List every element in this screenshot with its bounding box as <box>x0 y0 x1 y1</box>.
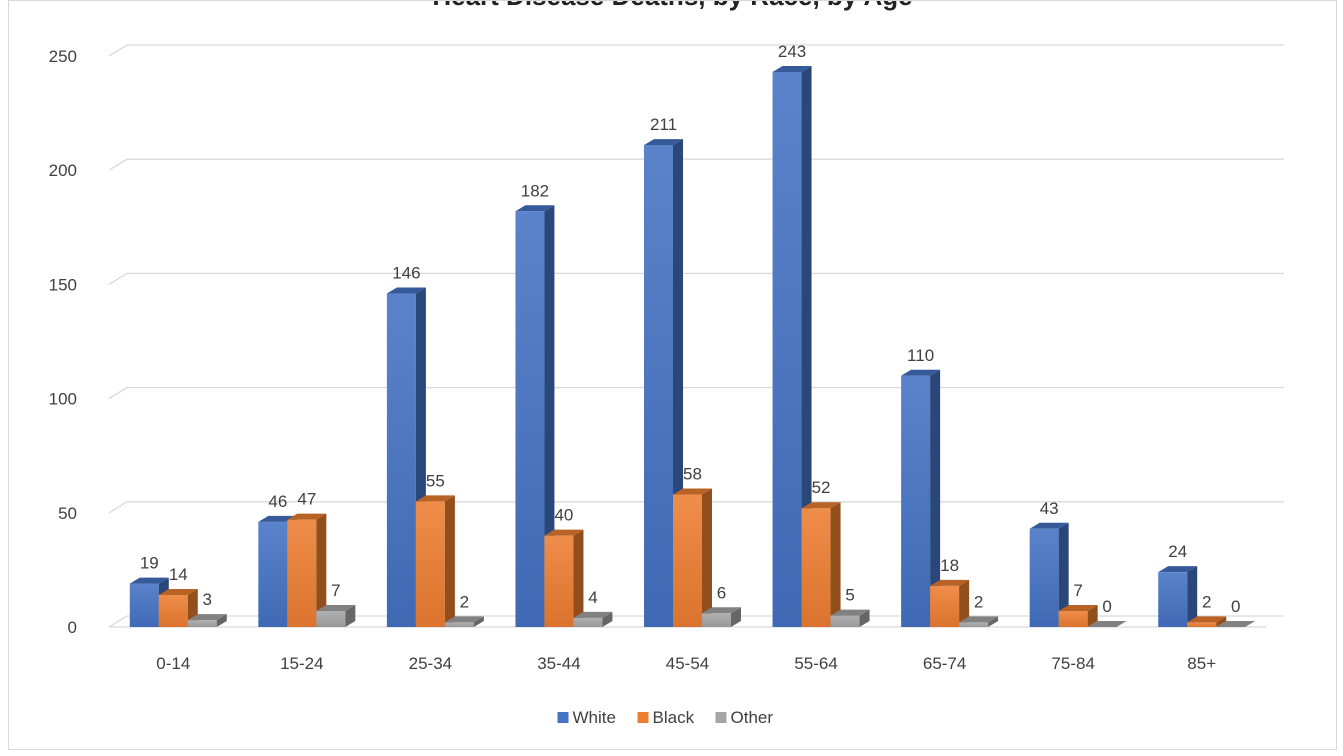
data-label: 146 <box>392 264 420 283</box>
data-label: 58 <box>683 465 702 484</box>
bar-black-55-64 <box>801 502 841 627</box>
data-label: 182 <box>521 181 549 200</box>
data-label: 55 <box>426 471 445 490</box>
legend-label: Black <box>653 708 695 727</box>
gridline <box>108 272 1284 285</box>
bar-white-35-44 <box>515 205 555 627</box>
data-label: 24 <box>1168 542 1187 561</box>
legend-swatch <box>637 712 649 723</box>
bar-black-65-74 <box>930 579 970 627</box>
bars <box>129 65 1256 628</box>
data-label: 211 <box>650 115 677 134</box>
data-label: 14 <box>169 565 188 584</box>
bar-other-25-34 <box>444 616 484 627</box>
data-label: 46 <box>268 492 287 511</box>
legend-label: White <box>573 708 616 727</box>
bar-white-85+ <box>1158 566 1198 627</box>
data-label: 19 <box>140 554 159 573</box>
y-tick-label: 0 <box>68 618 77 637</box>
y-tick-label: 150 <box>49 275 77 294</box>
data-label: 3 <box>203 590 212 609</box>
chart-title: Heart Disease Deaths, by Race, by Age <box>9 1 1336 12</box>
x-tick-label: 35-44 <box>537 654 580 673</box>
x-tick-label: 55-64 <box>794 654 837 673</box>
chart-frame: Heart Disease Deaths, by Race, by Age 0 5… <box>8 0 1337 750</box>
x-axis-ticks: 0-14 15-24 25-34 35-44 45-54 55-64 65-74 75-84 8… <box>156 654 1216 673</box>
bar-other-85+ <box>1216 621 1256 627</box>
data-label: 6 <box>717 583 726 602</box>
y-axis-ticks: 0 50 100 150 200 250 <box>49 47 77 637</box>
bar-other-35-44 <box>573 611 613 627</box>
legend-item-white: White <box>557 708 616 727</box>
data-label: 5 <box>845 586 854 605</box>
x-tick-label: 65-74 <box>923 654 966 673</box>
x-tick-label: 45-54 <box>666 654 709 673</box>
legend: White Black Other <box>557 708 774 727</box>
data-label: 52 <box>812 478 831 497</box>
bar-other-65-74 <box>959 616 999 627</box>
bar-other-45-54 <box>702 607 741 627</box>
bar-other-0-14 <box>187 614 227 627</box>
gridline <box>108 44 1284 57</box>
bar-black-45-54 <box>673 488 712 627</box>
data-label: 7 <box>331 581 340 600</box>
gridline <box>108 386 1284 400</box>
bar-black-75-84 <box>1058 605 1098 627</box>
y-tick-label: 200 <box>49 161 77 180</box>
legend-label: Other <box>731 708 774 727</box>
data-label: 47 <box>297 490 316 509</box>
legend-item-other: Other <box>715 708 774 727</box>
data-label: 0 <box>1102 597 1111 616</box>
data-label: 4 <box>588 588 597 607</box>
data-label: 110 <box>907 346 934 365</box>
data-label: 2 <box>1202 592 1211 611</box>
legend-swatch <box>557 712 569 723</box>
x-tick-label: 85+ <box>1187 654 1216 673</box>
bar-black-15-24 <box>287 513 327 627</box>
bar-black-25-34 <box>415 495 455 627</box>
y-tick-label: 50 <box>58 504 77 523</box>
data-label: 43 <box>1040 499 1059 518</box>
x-tick-label: 25-34 <box>409 654 452 673</box>
bar-white-65-74 <box>901 369 941 627</box>
data-label: 0 <box>1231 597 1240 616</box>
bar-other-55-64 <box>830 609 870 627</box>
data-label: 7 <box>1073 581 1082 600</box>
bar-black-85+ <box>1187 616 1227 627</box>
legend-item-black: Black <box>637 708 695 727</box>
x-tick-label: 0-14 <box>156 654 190 673</box>
x-tick-label: 15-24 <box>280 654 323 673</box>
gridline <box>108 158 1284 171</box>
legend-swatch <box>715 712 727 723</box>
bar-white-55-64 <box>772 65 812 628</box>
data-label: 2 <box>460 592 469 611</box>
bar-other-15-24 <box>316 605 356 627</box>
y-tick-label: 100 <box>49 390 77 409</box>
bar-black-35-44 <box>544 529 584 627</box>
data-label: 243 <box>778 42 806 61</box>
bar-white-75-84 <box>1029 522 1069 627</box>
x-tick-label: 75-84 <box>1051 654 1094 673</box>
data-label: 2 <box>974 592 983 611</box>
data-label: 40 <box>554 506 573 525</box>
y-tick-label: 250 <box>49 47 77 66</box>
bar-other-75-84 <box>1087 621 1127 627</box>
data-label: 18 <box>940 556 959 575</box>
